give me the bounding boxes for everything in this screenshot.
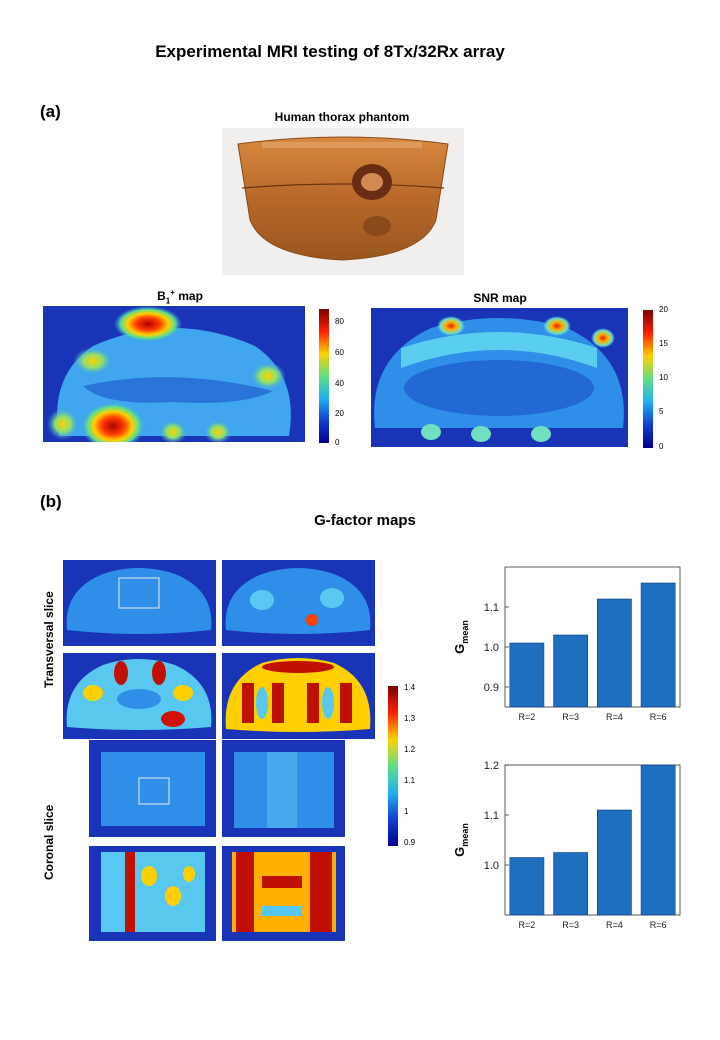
panel-label-b: (b): [40, 492, 62, 511]
g-map-coronal-r6: [222, 846, 345, 941]
panel-label-a: (a): [40, 102, 61, 121]
bar: [509, 857, 545, 916]
bar: [509, 642, 545, 708]
snr-map-drawing: [374, 316, 624, 442]
snr-map-caption: SNR map: [473, 291, 527, 305]
y-axis-label-sub: mean: [460, 823, 470, 847]
y-tick-label: 0.9: [484, 682, 499, 694]
phantom-photo: [222, 128, 464, 275]
g-map-transversal-r2: [63, 560, 216, 646]
y-tick-label: 1.0: [484, 642, 499, 654]
y-axis-label: Gmean: [452, 620, 470, 654]
snr-colorbar-tick: 20: [659, 305, 668, 314]
b1-caption-sub: 1: [165, 296, 171, 306]
g-colorbar-tick: 1.4: [404, 683, 416, 692]
y-axis-label-sub: mean: [460, 620, 470, 644]
b1-colorbar-tick: 80: [335, 317, 344, 326]
b1-colorbar-tick: 20: [335, 409, 344, 418]
snr-colorbar-tick: 0: [659, 442, 664, 451]
y-tick-label: 1.1: [484, 810, 499, 822]
g-colorbar-tick: 1: [404, 807, 409, 816]
y-tick-label: 1.2: [484, 760, 499, 772]
transversal-label: Transversal slice: [42, 591, 56, 688]
g-map-coronal-r4: [89, 846, 216, 941]
g-map-coronal-r3: [222, 740, 345, 837]
y-axis-label-main: G: [452, 847, 467, 857]
snr-colorbar: [643, 310, 653, 448]
figure-title: Experimental MRI testing of 8Tx/32Rx arr…: [155, 42, 505, 61]
b1-caption-b: B: [157, 289, 166, 303]
snr-colorbar-tick: 5: [659, 407, 664, 416]
bar: [553, 634, 588, 708]
g-mean-bar-chart-coronal: 1.0 1.1 1.2 R=2 R=3 R=4 R=6 Gmean: [452, 760, 681, 930]
coronal-label: Coronal slice: [42, 804, 56, 880]
snr-map: [371, 308, 628, 447]
g-map-drawing: [225, 568, 371, 634]
g-map-drawing: [234, 752, 334, 828]
bar: [597, 809, 632, 916]
b1-caption-sup: +: [170, 288, 175, 297]
b1-colorbar-tick: 0: [335, 438, 340, 447]
g-map-transversal-r4: [63, 653, 216, 739]
bar: [640, 582, 676, 708]
y-axis-label-main: G: [452, 644, 467, 654]
x-tick-label: R=4: [606, 712, 623, 722]
bar: [553, 852, 588, 916]
bar: [597, 598, 632, 708]
g-colorbar-tick: 1.3: [404, 714, 416, 723]
phantom-caption: Human thorax phantom: [274, 110, 410, 124]
g-colorbar-tick: 1.2: [404, 745, 416, 754]
g-mean-bar-chart-transversal: 0.9 1.0 1.1 R=2 R=3 R=4 R=6 Gmean: [452, 566, 681, 722]
x-tick-label: R=3: [562, 712, 579, 722]
g-map-drawing: [232, 852, 336, 932]
b1-colorbar-tick: 40: [335, 379, 344, 388]
x-tick-label: R=6: [650, 712, 667, 722]
g-colorbar: [388, 686, 398, 846]
snr-colorbar-tick: 10: [659, 373, 668, 382]
x-tick-label: R=6: [650, 920, 667, 930]
y-tick-label: 1.1: [484, 602, 499, 614]
x-tick-label: R=3: [562, 920, 579, 930]
g-map-transversal-r6: [222, 653, 375, 739]
g-map-drawing: [66, 659, 212, 730]
snr-colorbar-tick: 15: [659, 339, 668, 348]
b1-map-drawing: [47, 306, 291, 442]
g-map-drawing: [66, 568, 212, 634]
y-axis-label-text: Gmean: [452, 823, 470, 857]
y-tick-label: 1.0: [484, 860, 499, 872]
g-map-drawing: [225, 658, 371, 732]
y-axis-label: Gmean: [452, 823, 470, 857]
g-colorbar-tick: 1.1: [404, 776, 416, 785]
b1-colorbar: [319, 309, 329, 443]
g-map-transversal-r3: [222, 560, 375, 646]
g-map-drawing: [101, 752, 205, 826]
gfactor-title: G-factor maps: [314, 512, 416, 529]
y-axis-label-text: Gmean: [452, 620, 470, 654]
x-tick-label: R=2: [518, 920, 535, 930]
b1-caption-tail: map: [174, 289, 203, 303]
g-map-coronal-r2: [89, 740, 216, 837]
b1-map-caption: B1+ map: [120, 288, 240, 305]
b1-colorbar-tick: 60: [335, 348, 344, 357]
phantom-photo-drawing: [237, 136, 449, 261]
x-tick-label: R=2: [518, 712, 535, 722]
g-map-drawing: [101, 852, 205, 932]
g-colorbar-tick: 0.9: [404, 838, 416, 847]
x-tick-label: R=4: [606, 920, 623, 930]
b1-map: [43, 306, 305, 442]
bar: [640, 764, 676, 916]
